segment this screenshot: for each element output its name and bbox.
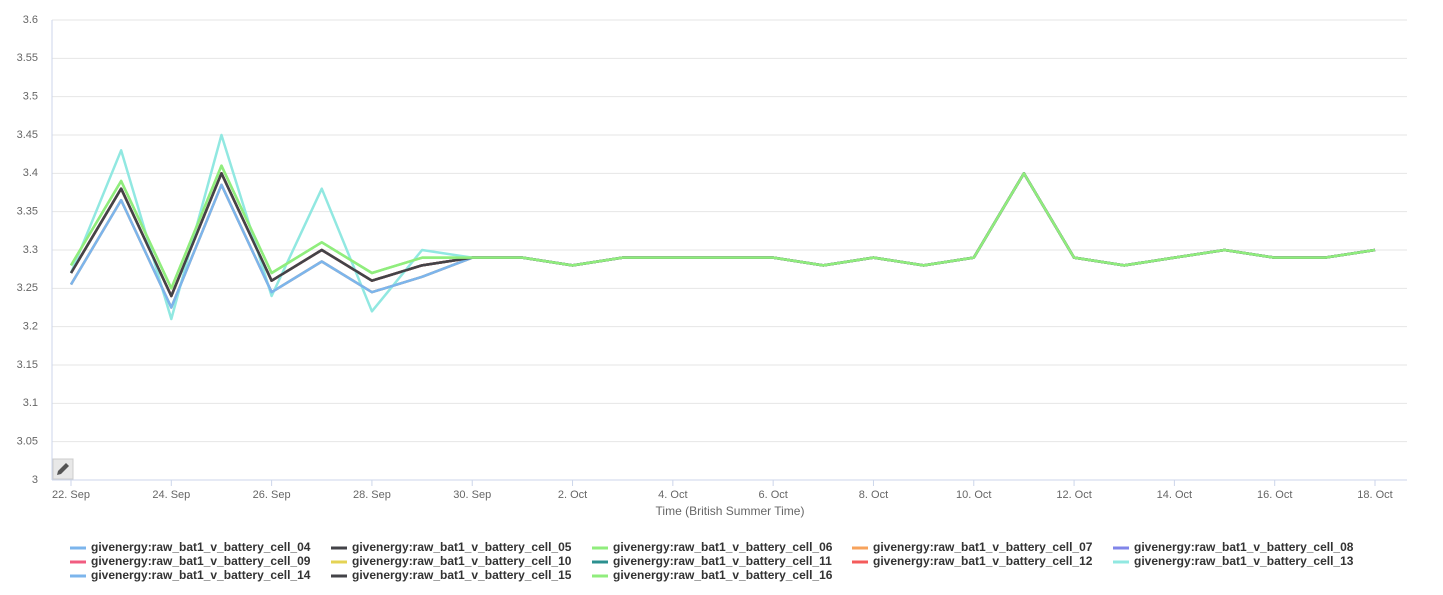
legend-text: givenergy:raw_bat1_v_battery_cell_09: [91, 554, 311, 568]
legend-item[interactable]: givenergy:raw_bat1_v_battery_cell_07: [852, 540, 1093, 554]
legend-text: givenergy:raw_bat1_v_battery_cell_04: [91, 540, 311, 554]
legend-text: givenergy:raw_bat1_v_battery_cell_06: [613, 540, 833, 554]
legend-text: givenergy:raw_bat1_v_battery_cell_07: [873, 540, 1093, 554]
x-tick-label: 18. Oct: [1357, 489, 1392, 501]
y-tick-label: 3.2: [23, 321, 38, 333]
legend-text: givenergy:raw_bat1_v_battery_cell_16: [613, 568, 833, 582]
legend-text: givenergy:raw_bat1_v_battery_cell_15: [352, 568, 572, 582]
x-tick-label: 12. Oct: [1056, 489, 1091, 501]
x-tick-label: 14. Oct: [1157, 489, 1192, 501]
y-tick-label: 3.4: [23, 167, 38, 179]
x-tick-label: 16. Oct: [1257, 489, 1292, 501]
legend-text: givenergy:raw_bat1_v_battery_cell_10: [352, 554, 572, 568]
legend-item[interactable]: givenergy:raw_bat1_v_battery_cell_13: [1113, 554, 1354, 568]
edit-button[interactable]: [52, 458, 74, 480]
series-line: [69, 164, 1376, 290]
y-tick-label: 3: [32, 474, 38, 486]
x-tick-label: 24. Sep: [152, 489, 190, 501]
x-tick-label: 2. Oct: [558, 489, 587, 501]
legend-text: givenergy:raw_bat1_v_battery_cell_13: [1134, 554, 1354, 568]
legend-item[interactable]: givenergy:raw_bat1_v_battery_cell_14: [70, 568, 311, 582]
x-axis-title: Time (British Summer Time): [656, 504, 805, 518]
legend-item[interactable]: givenergy:raw_bat1_v_battery_cell_10: [331, 554, 572, 568]
y-tick-label: 3.1: [23, 397, 38, 409]
y-tick-label: 3.05: [17, 436, 38, 448]
legend-item[interactable]: givenergy:raw_bat1_v_battery_cell_04: [70, 540, 311, 554]
y-tick-label: 3.45: [17, 129, 38, 141]
legend-item[interactable]: givenergy:raw_bat1_v_battery_cell_08: [1113, 540, 1354, 554]
legend-item[interactable]: givenergy:raw_bat1_v_battery_cell_12: [852, 554, 1093, 568]
edit-icon: [57, 463, 69, 475]
x-tick-label: 22. Sep: [52, 489, 90, 501]
legend-text: givenergy:raw_bat1_v_battery_cell_05: [352, 540, 572, 554]
legend-item[interactable]: givenergy:raw_bat1_v_battery_cell_15: [331, 568, 572, 582]
legend-text: givenergy:raw_bat1_v_battery_cell_08: [1134, 540, 1354, 554]
y-tick-label: 3.25: [17, 282, 38, 294]
x-tick-label: 28. Sep: [353, 489, 391, 501]
legend-item[interactable]: givenergy:raw_bat1_v_battery_cell_16: [592, 568, 833, 582]
y-tick-label: 3.3: [23, 244, 38, 256]
legend-item[interactable]: givenergy:raw_bat1_v_battery_cell_09: [70, 554, 311, 568]
legend-item[interactable]: givenergy:raw_bat1_v_battery_cell_11: [592, 554, 832, 568]
y-tick-label: 3.55: [17, 52, 38, 64]
x-tick-label: 4. Oct: [658, 489, 687, 501]
y-tick-label: 3.5: [23, 91, 38, 103]
y-tick-label: 3.6: [23, 14, 38, 26]
x-tick-label: 26. Sep: [253, 489, 291, 501]
x-tick-label: 10. Oct: [956, 489, 991, 501]
legend-text: givenergy:raw_bat1_v_battery_cell_12: [873, 554, 1093, 568]
x-tick-label: 30. Sep: [453, 489, 491, 501]
legend-text: givenergy:raw_bat1_v_battery_cell_14: [91, 568, 311, 582]
legend-item[interactable]: givenergy:raw_bat1_v_battery_cell_06: [592, 540, 833, 554]
legend-item[interactable]: givenergy:raw_bat1_v_battery_cell_05: [331, 540, 572, 554]
x-tick-label: 8. Oct: [859, 489, 888, 501]
x-tick-label: 6. Oct: [758, 489, 787, 501]
y-tick-label: 3.35: [17, 206, 38, 218]
y-tick-label: 3.15: [17, 359, 38, 371]
legend-text: givenergy:raw_bat1_v_battery_cell_11: [613, 554, 832, 568]
